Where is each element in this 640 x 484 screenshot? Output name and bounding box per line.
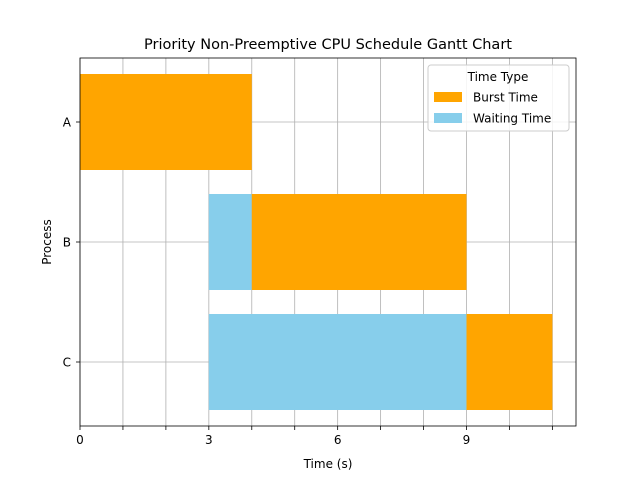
y-axis-ticks: A B C bbox=[63, 116, 80, 370]
y-tick-label: A bbox=[63, 116, 72, 130]
legend-title: Time Type bbox=[467, 70, 529, 84]
y-axis-label: Process bbox=[40, 219, 54, 265]
y-tick-label: C bbox=[63, 356, 71, 370]
y-tick-label: B bbox=[63, 236, 71, 250]
legend-swatch bbox=[434, 92, 462, 102]
x-tick-label: 9 bbox=[463, 433, 471, 447]
legend-box bbox=[427, 64, 570, 132]
bar-a-burst-time bbox=[80, 74, 252, 170]
x-tick-label: 3 bbox=[205, 433, 213, 447]
x-tick-label: 6 bbox=[334, 433, 342, 447]
legend-entry-label: Burst Time bbox=[473, 91, 538, 105]
x-axis-label: Time (s) bbox=[303, 457, 353, 471]
x-tick-label: 0 bbox=[76, 433, 84, 447]
chart-title: Priority Non-Preemptive CPU Schedule Gan… bbox=[144, 37, 512, 53]
x-axis-ticks: 0 3 6 9 bbox=[76, 426, 553, 447]
legend-swatch bbox=[434, 113, 462, 123]
legend: Time Type Burst Time Waiting Time bbox=[427, 64, 570, 132]
bar-b-waiting-time bbox=[208, 194, 252, 290]
legend-entry-label: Waiting Time bbox=[473, 112, 551, 126]
bar-b-burst-time bbox=[251, 194, 467, 290]
bar-c-waiting-time bbox=[208, 314, 467, 410]
bar-c-burst-time bbox=[466, 314, 553, 410]
bars bbox=[80, 74, 553, 410]
